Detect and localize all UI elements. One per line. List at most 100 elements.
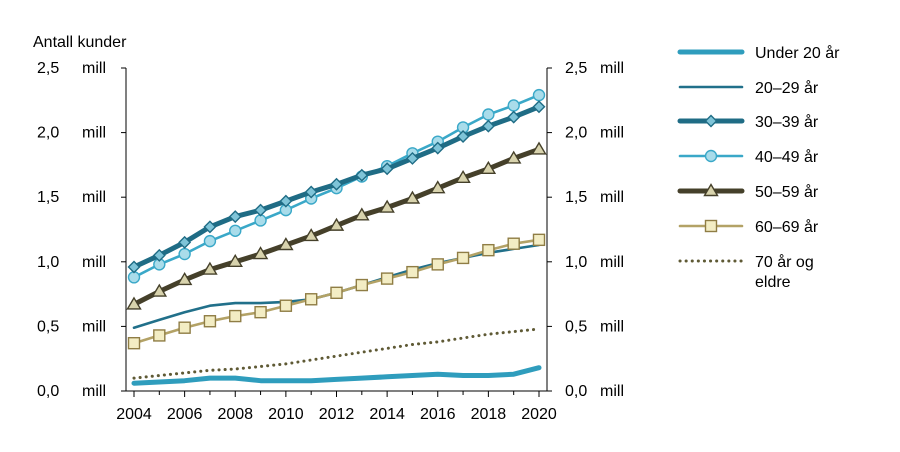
legend-item-70-r-og-eldre: 70 år og eldre	[678, 253, 814, 291]
y-tick-unit: mill	[82, 383, 106, 400]
y-tick-label-right: 2,5	[565, 60, 587, 77]
circle-marker	[203, 234, 217, 248]
legend-item-50-59-r: 50–59 år	[677, 183, 819, 201]
y-tick-label-right: 0,5	[565, 318, 587, 335]
square-marker	[482, 243, 495, 257]
diamond-marker	[330, 177, 343, 191]
square-marker	[178, 321, 191, 334]
y-tick-unit: mill	[82, 125, 106, 142]
legend-label: Under 20 år	[755, 44, 840, 62]
diamond-marker	[228, 210, 242, 224]
series-50-59-r	[126, 141, 547, 310]
diamond-marker	[532, 100, 546, 114]
legend-label: 30–39 år	[755, 113, 819, 131]
diamond-marker	[431, 141, 445, 155]
y-tick-label: 2,0	[37, 125, 59, 142]
x-tick-label: 2010	[268, 406, 304, 423]
series-line-under-20-r	[131, 365, 542, 386]
diamond-marker	[203, 220, 217, 234]
circle-marker	[178, 247, 191, 261]
square-marker	[456, 251, 470, 265]
triangle-marker	[430, 180, 446, 194]
diamond-marker	[279, 194, 293, 208]
legend-item-under-20-r: Under 20 år	[677, 44, 840, 62]
series-line-20-29-r	[132, 243, 541, 330]
legend-item-40-49-r: 40–49 år	[678, 148, 819, 166]
y-tick-unit: mill	[82, 318, 106, 335]
square-marker	[330, 286, 343, 300]
legend-item-60-69-r: 60–69 år	[678, 218, 819, 236]
legend-item-20-29-r: 20–29 år	[678, 79, 819, 97]
right-y-ticks: 0,0 mill 0,5 mill 1,0 mill 1,5 mill 2,0 mill 2,5 mi…	[547, 60, 624, 400]
x-tick-label: 2004	[116, 406, 152, 423]
y-tick-unit: mill	[82, 254, 106, 271]
y-tick-unit: mill	[82, 189, 106, 206]
square-marker	[304, 293, 318, 306]
x-tick-label: 2012	[319, 406, 355, 423]
y-tick-label: 0,5	[37, 318, 59, 335]
y-tick-unit-right: mill	[600, 383, 624, 400]
series-group	[126, 88, 547, 386]
triangle-marker	[176, 272, 193, 286]
x-tick-label: 2008	[217, 406, 253, 423]
diamond-marker	[704, 114, 718, 128]
square-marker	[279, 299, 293, 312]
diamond-marker	[178, 235, 192, 249]
series-70-r-og-eldre	[132, 327, 541, 380]
triangle-marker	[703, 183, 719, 197]
y-tick-label: 2,5	[37, 60, 59, 77]
square-marker	[229, 309, 242, 323]
square-marker	[507, 237, 520, 250]
diamond-marker	[127, 260, 141, 274]
diamond-marker	[152, 248, 166, 262]
diamond-marker	[254, 203, 268, 217]
square-marker	[203, 315, 217, 328]
series-under-20-r	[131, 365, 542, 386]
circle-marker	[532, 88, 546, 102]
square-marker	[431, 258, 444, 271]
triangle-marker	[379, 199, 395, 213]
y-tick-label: 1,5	[37, 189, 59, 206]
y-tick-label: 1,0	[37, 254, 59, 271]
y-tick-unit-right: mill	[600, 125, 624, 142]
left-y-ticks: 0,0 mill 0,5 mill 1,0 mill 1,5 mill 2,0 mill 2,5 mi…	[37, 60, 126, 400]
y-tick-unit: mill	[82, 60, 106, 77]
triangle-marker	[480, 160, 497, 174]
square-marker	[254, 305, 267, 319]
x-tick-label: 2006	[167, 406, 203, 423]
legend-label: 50–59 år	[755, 183, 819, 201]
triangle-marker	[202, 261, 218, 275]
square-marker	[127, 336, 141, 350]
triangle-marker	[227, 253, 243, 267]
square-marker	[532, 233, 546, 247]
legend-label: eldre	[755, 274, 791, 291]
legend-label: 60–69 år	[755, 218, 819, 236]
triangle-marker	[303, 228, 319, 242]
diamond-marker	[380, 162, 394, 176]
y-tick-unit-right: mill	[600, 254, 624, 271]
square-marker	[380, 272, 394, 285]
y-tick-label: 0,0	[37, 383, 59, 400]
square-marker	[355, 278, 369, 292]
series-60-69-r	[127, 233, 546, 350]
diamond-marker	[507, 110, 521, 124]
circle-marker	[482, 108, 495, 121]
triangle-marker	[252, 246, 269, 260]
triangle-marker	[531, 141, 547, 155]
y-tick-label-right: 0,0	[565, 383, 587, 400]
y-axis-title: Antall kunder	[33, 34, 127, 51]
y-tick-label-right: 2,0	[565, 125, 587, 142]
diamond-marker	[355, 168, 369, 182]
triangle-marker	[455, 169, 471, 184]
triangle-marker	[505, 150, 522, 164]
triangle-marker	[126, 296, 142, 310]
series-line-70-r-og-eldre	[132, 327, 541, 380]
circle-marker	[507, 99, 520, 112]
diamond-marker	[405, 151, 419, 165]
series-30-39-r	[127, 100, 546, 274]
legend-label: 20–29 år	[755, 79, 819, 97]
diamond-marker	[481, 119, 495, 133]
y-tick-label-right: 1,0	[565, 254, 587, 271]
x-tick-label: 2016	[420, 406, 456, 423]
triangle-marker	[404, 190, 421, 204]
